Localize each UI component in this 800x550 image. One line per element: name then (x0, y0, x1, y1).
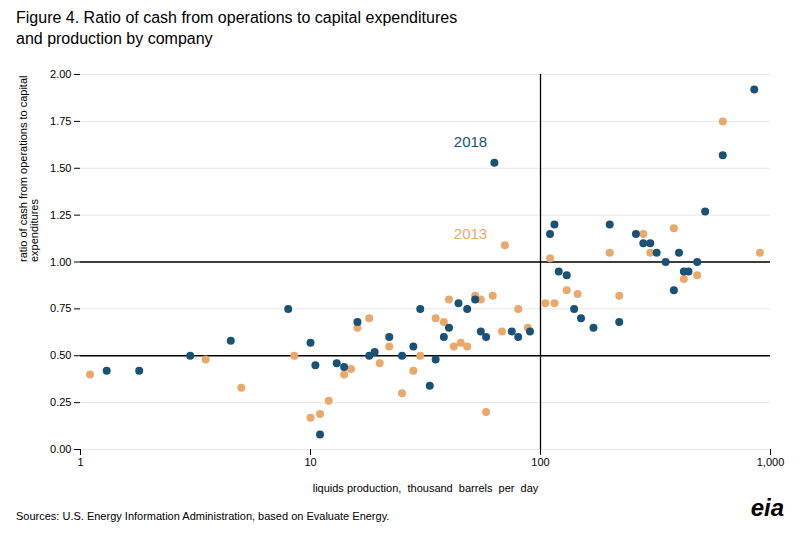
html-text:Sources: U.S. Energy Informati: Sources: U.S. Energy Information Adminis… (16, 509, 390, 522)
svg-text:1.75: 1.75 (50, 114, 71, 126)
svg-text:liquids production, thousand: liquids production, thousand barrels per… (313, 481, 539, 493)
svg-text:1.50: 1.50 (50, 161, 71, 173)
svg-text:0.25: 0.25 (50, 396, 71, 408)
svg-text:100: 100 (531, 456, 549, 468)
svg-text:1: 1 (77, 456, 83, 468)
svg-text:ratio of cash from operations: ratio of cash from operations to capital… (17, 75, 40, 261)
svg-text:0.50: 0.50 (50, 349, 71, 361)
svg-text:1,000: 1,000 (757, 456, 785, 468)
svg-text:1.25: 1.25 (50, 208, 71, 220)
svg-text:10: 10 (304, 456, 316, 468)
svg-text:0.00: 0.00 (50, 443, 71, 455)
svg-text:2.00: 2.00 (50, 68, 71, 80)
svg-text:2013: 2013 (454, 224, 487, 241)
html-text:Figure 4. Ratio of cash from o: Figure 4. Ratio of cash from operations … (16, 9, 458, 47)
html-text:eia: eia (750, 493, 784, 521)
svg-text:2018: 2018 (454, 132, 487, 149)
svg-text:0.75: 0.75 (50, 302, 71, 314)
svg-text:1.00: 1.00 (50, 255, 71, 267)
